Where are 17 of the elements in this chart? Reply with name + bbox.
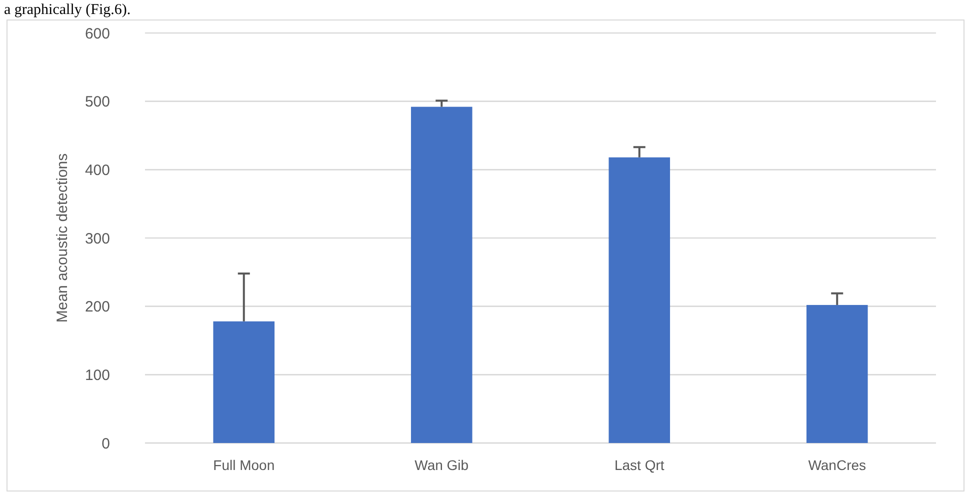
bar	[806, 304, 868, 443]
text: a graphically (Fig.6).	[4, 2, 131, 18]
bar	[410, 106, 472, 443]
x-tick-label: WanCres	[808, 457, 866, 473]
y-tick-label: 0	[102, 435, 110, 452]
bar	[608, 157, 670, 443]
x-tick-label: Last Qrt	[614, 457, 664, 473]
y-tick-label: 500	[84, 94, 110, 111]
y-tick-label: 600	[84, 25, 110, 42]
y-tick-label: 300	[84, 230, 110, 248]
bar	[213, 321, 275, 443]
y-tick-label: 200	[84, 298, 110, 316]
y-tick-label: 100	[84, 366, 110, 384]
y-axis-title: Mean acoustic detections	[54, 153, 71, 323]
x-tick-label: Full Moon	[213, 457, 275, 473]
y-tick-label: 400	[84, 162, 110, 179]
x-tick-label: Wan Gib	[414, 457, 469, 473]
